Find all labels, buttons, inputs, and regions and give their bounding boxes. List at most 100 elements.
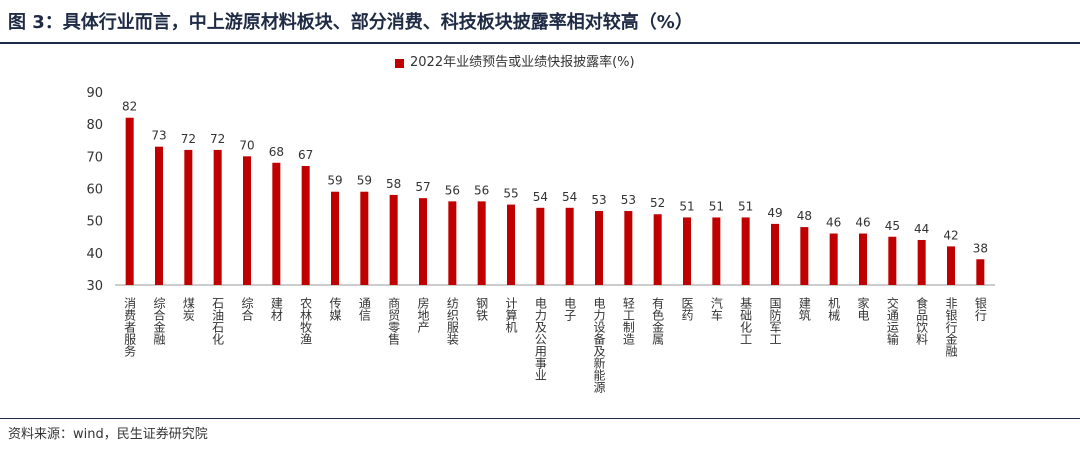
bar	[331, 191, 339, 285]
x-tick-label: 有色金属	[651, 297, 665, 346]
bar	[360, 191, 369, 285]
data-label: 46	[855, 216, 870, 230]
x-tick-label: 食品饮料	[915, 296, 929, 345]
bar	[565, 207, 574, 285]
data-label: 54	[562, 190, 577, 204]
data-label: 49	[767, 206, 782, 220]
bar	[741, 217, 750, 285]
y-tick-label: 30	[86, 279, 103, 294]
data-label: 58	[386, 177, 401, 191]
x-tick-label: 纺织服装	[445, 297, 459, 346]
x-tick-label: 机械	[827, 297, 841, 321]
data-label: 73	[151, 129, 166, 143]
x-tick-label: 石油石化	[211, 297, 225, 346]
y-tick-label: 80	[86, 118, 103, 133]
data-label: 53	[621, 193, 636, 207]
x-tick-label: 基础化工	[739, 297, 753, 345]
x-tick-label: 农林牧渔	[299, 297, 313, 345]
x-tick-label: 电子	[563, 297, 577, 321]
bar	[507, 204, 515, 285]
x-tick-label: 钢铁	[475, 297, 489, 321]
x-tick-label: 建筑	[797, 297, 811, 321]
data-label: 46	[826, 216, 841, 230]
data-label: 54	[533, 190, 548, 204]
x-tick-label: 交通运输	[885, 296, 899, 346]
x-tick-label: 电力设备及新能源	[592, 297, 606, 394]
bar	[947, 246, 955, 285]
data-label: 53	[591, 193, 606, 207]
y-tick-label: 70	[86, 150, 103, 165]
bar	[771, 223, 779, 285]
data-label: 51	[709, 199, 724, 213]
source-divider	[0, 418, 1080, 419]
bar	[917, 239, 926, 285]
bar	[683, 217, 691, 285]
x-tick-label: 国防军工	[768, 297, 782, 345]
data-label: 42	[943, 228, 958, 242]
bar	[477, 201, 486, 285]
bar	[243, 156, 251, 285]
x-tick-label: 商贸零售	[387, 296, 401, 345]
x-tick-label: 电力及公用事业	[533, 297, 547, 381]
bar	[624, 211, 633, 285]
data-label: 38	[973, 241, 988, 255]
bar	[184, 149, 193, 285]
bar	[536, 207, 545, 285]
bar	[213, 149, 222, 285]
data-label: 55	[503, 187, 518, 201]
x-tick-label: 家电	[856, 296, 870, 321]
data-label: 82	[122, 100, 137, 114]
x-tick-label: 通信	[357, 297, 371, 322]
data-label: 67	[298, 148, 313, 162]
bar	[125, 117, 134, 285]
data-label: 45	[885, 219, 900, 233]
bar	[155, 146, 163, 285]
data-label: 52	[650, 196, 665, 210]
x-tick-label: 传媒	[328, 296, 342, 321]
bar	[976, 259, 985, 285]
x-tick-label: 医药	[680, 297, 694, 321]
x-tick-label: 银行	[973, 297, 987, 321]
data-label: 48	[797, 209, 812, 223]
bar	[301, 165, 310, 285]
data-label: 59	[357, 174, 372, 188]
bar	[712, 217, 721, 285]
x-tick-label: 消费者服务	[123, 297, 137, 357]
bar	[419, 198, 427, 285]
data-label: 51	[679, 199, 694, 213]
x-tick-label: 房地产	[416, 296, 430, 334]
data-label: 68	[269, 145, 284, 159]
bar	[859, 233, 867, 285]
source-note: 资料来源：wind，民生证券研究院	[8, 427, 208, 442]
bar	[888, 236, 897, 285]
bar	[653, 214, 662, 285]
bar	[800, 227, 809, 285]
x-tick-label: 计算机	[504, 297, 518, 333]
data-label: 51	[738, 199, 753, 213]
title-divider	[0, 42, 1080, 44]
data-label: 56	[445, 183, 460, 197]
data-label: 72	[181, 132, 196, 146]
x-tick-label: 综合	[240, 297, 254, 321]
data-label: 72	[210, 132, 225, 146]
y-tick-label: 50	[86, 215, 103, 230]
bar	[829, 233, 838, 285]
chart-legend: 2022年业绩预告或业绩快报披露率(%)	[395, 54, 635, 72]
legend-swatch	[395, 58, 404, 68]
x-tick-label: 汽车	[709, 296, 723, 322]
data-label: 57	[415, 180, 430, 194]
bar	[595, 211, 603, 285]
y-tick-label: 90	[86, 86, 103, 101]
figure-title: 图 3：具体行业而言，中上游原材料板块、部分消费、科技板块披露率相对较高（%）	[8, 12, 693, 33]
x-tick-label: 轻工制造	[621, 297, 635, 345]
bar	[448, 201, 457, 285]
data-label: 70	[239, 138, 254, 152]
data-label: 44	[914, 222, 929, 236]
legend-label: 2022年业绩预告或业绩快报披露率(%)	[410, 55, 635, 70]
bar	[389, 194, 398, 285]
x-tick-label: 综合金融	[152, 297, 166, 346]
data-label: 59	[327, 174, 342, 188]
x-tick-label: 建材	[269, 297, 283, 321]
y-tick-label: 40	[86, 247, 103, 262]
x-tick-label: 煤炭	[181, 297, 195, 322]
